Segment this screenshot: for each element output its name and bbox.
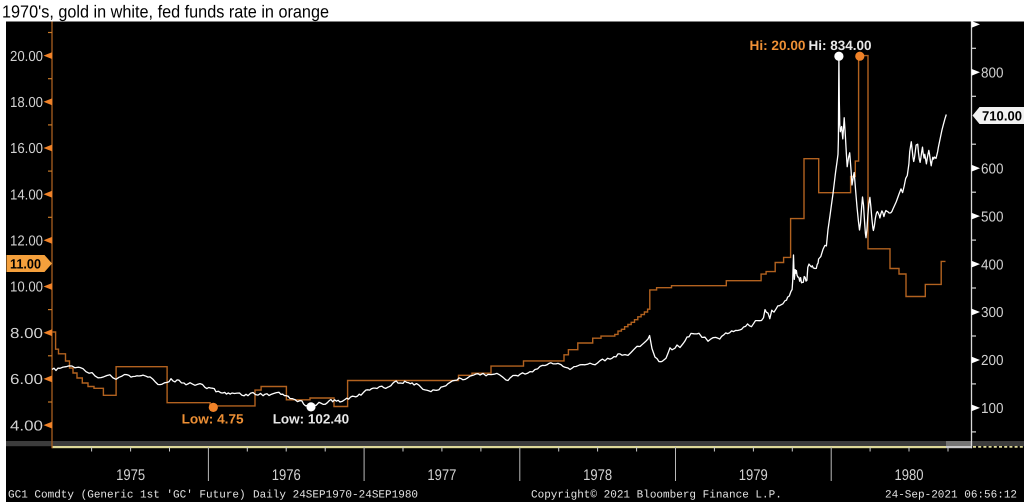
svg-text:24-Sep-2021 06:56:12: 24-Sep-2021 06:56:12 [885,490,1017,502]
svg-text:1976: 1976 [272,467,301,484]
svg-text:300: 300 [981,305,1004,321]
svg-text:GC1 Comdty (Generic 1st 'GC' F: GC1 Comdty (Generic 1st 'GC' Future) [8,490,246,502]
svg-text:710.00: 710.00 [982,109,1022,124]
svg-text:12.00: 12.00 [10,234,43,250]
svg-text:4.00: 4.00 [10,418,43,434]
svg-text:Low: 4.75: Low: 4.75 [182,412,244,427]
svg-text:1977: 1977 [427,467,456,484]
svg-text:Daily 24SEP1970-24SEP1980: Daily 24SEP1970-24SEP1980 [253,490,418,502]
svg-text:500: 500 [981,209,1004,225]
svg-text:Hi: 834.00: Hi: 834.00 [809,38,872,53]
svg-text:1980: 1980 [895,467,924,484]
svg-text:14.00: 14.00 [10,187,43,203]
svg-text:400: 400 [981,257,1004,273]
svg-text:600: 600 [981,161,1004,177]
svg-text:Copyright© 2021 Bloomberg Fina: Copyright© 2021 Bloomberg Finance L.P. [531,490,782,502]
svg-text:18.00: 18.00 [10,95,43,111]
svg-text:1975: 1975 [116,467,145,484]
svg-text:16.00: 16.00 [10,141,43,157]
svg-text:1970's, gold in white, fed fun: 1970's, gold in white, fed funds rate in… [2,2,329,22]
svg-text:20.00: 20.00 [10,49,43,65]
svg-text:100: 100 [981,401,1004,417]
svg-text:8.00: 8.00 [10,326,43,342]
svg-text:Low: 102.40: Low: 102.40 [273,412,350,427]
svg-text:10.00: 10.00 [10,280,43,296]
svg-text:800: 800 [981,66,1004,82]
svg-text:1978: 1978 [583,467,612,484]
svg-text:11.00: 11.00 [10,257,41,272]
svg-text:6.00: 6.00 [10,372,43,388]
svg-text:Hi: 20.00: Hi: 20.00 [750,38,806,53]
svg-text:1979: 1979 [739,467,768,484]
svg-text:200: 200 [981,353,1004,369]
